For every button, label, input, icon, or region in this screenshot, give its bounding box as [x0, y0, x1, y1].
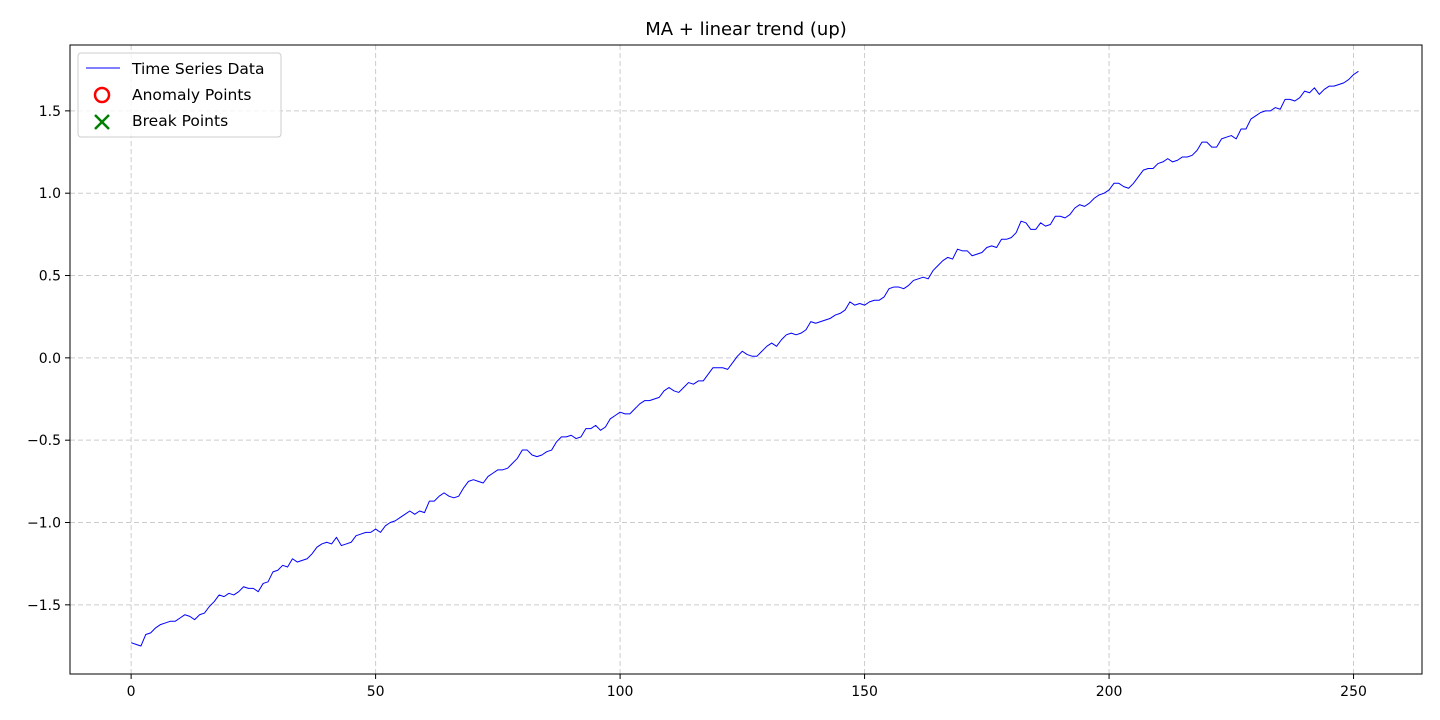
legend-label-series: Time Series Data	[131, 60, 264, 78]
x-tick-label: 150	[851, 684, 878, 700]
y-tick-label: 0.0	[39, 351, 61, 367]
break-marker-icon	[94, 114, 110, 130]
y-tick-label: −1.0	[27, 516, 61, 532]
x-tick-label: 50	[367, 684, 385, 700]
y-tick-label: 1.5	[39, 104, 61, 120]
y-tick-label: −0.5	[27, 433, 61, 449]
y-tick-label: 0.5	[39, 269, 61, 285]
x-tick-label: 100	[607, 684, 634, 700]
chart-title: MA + linear trend (up)	[645, 19, 847, 40]
y-tick-label: 1.0	[39, 186, 61, 202]
series-layer	[130, 70, 1359, 647]
x-axis: 0 50 100 150 200 250	[127, 674, 1367, 700]
legend-label-break: Break Points	[132, 112, 228, 130]
x-tick-label: 250	[1340, 684, 1367, 700]
legend: Time Series Data Anomaly Points Break Po…	[77, 52, 282, 138]
grid-lines	[70, 45, 1422, 674]
series-line	[130, 70, 1359, 647]
x-tick-label: 200	[1096, 684, 1123, 700]
legend-label-anomaly: Anomaly Points	[132, 86, 251, 104]
y-axis: −1.5 −1.0 −0.5 0.0 0.5 1.0 1.5	[27, 104, 70, 614]
y-tick-label: −1.5	[27, 598, 61, 614]
x-tick-label: 0	[127, 684, 136, 700]
legend-box	[77, 52, 282, 138]
plot-frame	[69, 44, 1423, 675]
anomaly-marker-icon	[93, 86, 111, 104]
